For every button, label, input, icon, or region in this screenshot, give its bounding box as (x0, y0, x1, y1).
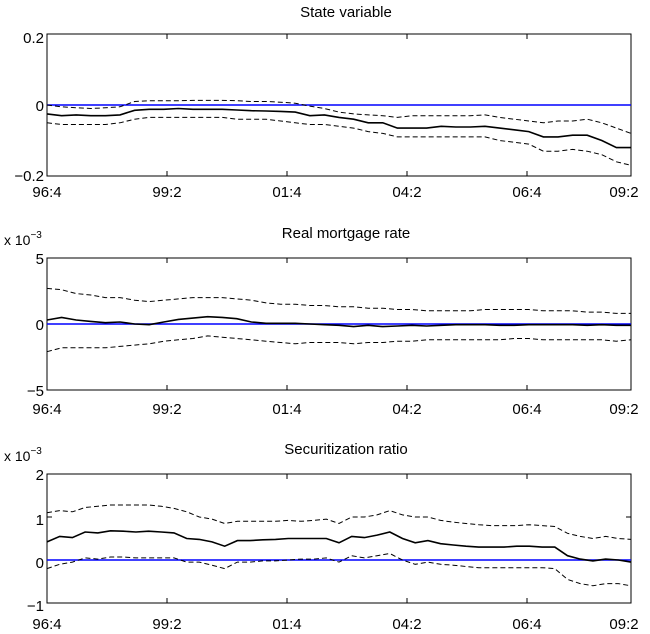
panel-real-mortgage-rate: Real mortgage rate x 10−3 5 0 −5 96:4 99… (4, 225, 639, 418)
upper-band-line (46, 287, 631, 314)
panel-securitization-ratio: Securitization ratio x 10−3 2 1 0 −1 96:… (4, 441, 639, 633)
chart-title: Real mortgage rate (282, 225, 410, 242)
estimate-line (46, 107, 631, 149)
lower-band-line (46, 552, 632, 587)
chart-title: Securitization ratio (284, 441, 407, 458)
lower-band-line (46, 335, 632, 353)
axis-multiplier-base: x 10 (4, 232, 31, 248)
x-tick-labels: 96:4 99:2 01:4 04:2 06:4 09:2 (32, 401, 638, 418)
x-tick-label: 06:4 (512, 616, 541, 633)
x-tick-label: 96:4 (32, 616, 61, 633)
x-tick-label: 04:2 (392, 184, 421, 201)
x-tick-label: 96:4 (32, 401, 61, 418)
plot-frame (46, 473, 632, 604)
x-tick-label: 99:2 (152, 184, 181, 201)
y-tick-label: 0 (36, 98, 44, 115)
estimate-line (46, 315, 631, 328)
x-tick-label: 06:4 (512, 401, 541, 418)
x-tick-label: 99:2 (152, 616, 181, 633)
y-tick-label: 0 (36, 555, 44, 572)
upper-band-line (46, 99, 632, 134)
y-tick-label: 0.2 (23, 30, 44, 47)
axis-multiplier-exponent: −3 (30, 446, 42, 457)
x-tick-label: 06:4 (512, 184, 541, 201)
panel-state-variable: State variable 0.2 0 −0.2 96:4 99:2 01:4… (14, 4, 638, 201)
chart-title: State variable (300, 4, 392, 21)
y-tick-label: 5 (36, 251, 44, 268)
x-tick-label: 99:2 (152, 401, 181, 418)
x-tick-label: 09:2 (609, 184, 638, 201)
x-tick-label: 01:4 (272, 401, 301, 418)
y-tick-label: 2 (36, 467, 44, 484)
lower-band-line (46, 116, 632, 166)
x-tick-labels: 96:4 99:2 01:4 04:2 06:4 09:2 (32, 616, 638, 633)
y-tick-label: −1 (27, 598, 44, 615)
y-tick-label: 0 (36, 317, 44, 334)
upper-band-line (46, 504, 632, 540)
x-tick-labels: 96:4 99:2 01:4 04:2 06:4 09:2 (32, 184, 638, 201)
y-tick-label: 1 (36, 512, 44, 529)
x-tick-label: 04:2 (392, 616, 421, 633)
axis-multiplier: x 10−3 (4, 446, 42, 464)
axis-multiplier-exponent: −3 (30, 230, 42, 241)
x-tick-label: 09:2 (609, 401, 638, 418)
x-tick-label: 04:2 (392, 401, 421, 418)
estimate-line (46, 529, 632, 563)
x-tick-label: 01:4 (272, 184, 301, 201)
axis-multiplier-base: x 10 (4, 448, 31, 464)
y-tick-label: −0.2 (14, 168, 44, 185)
x-tick-label: 09:2 (609, 616, 638, 633)
x-tick-label: 96:4 (32, 184, 61, 201)
y-tick-label: −5 (27, 383, 44, 400)
x-tick-label: 01:4 (272, 616, 301, 633)
axis-multiplier: x 10−3 (4, 230, 42, 248)
